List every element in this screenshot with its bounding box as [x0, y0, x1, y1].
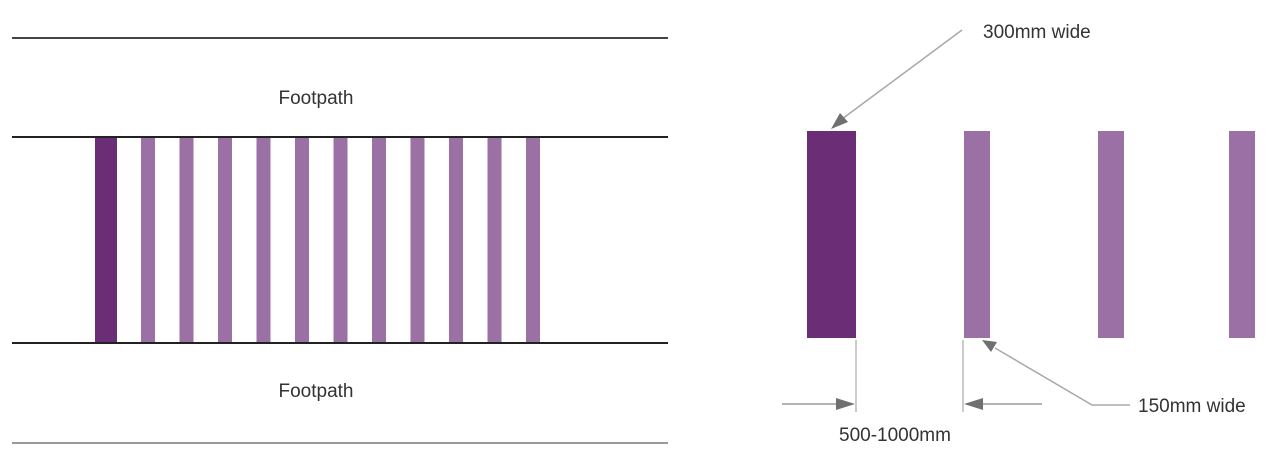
narrow-stripe-10 — [449, 138, 463, 342]
dimension-arrowhead-right — [964, 398, 983, 410]
footpath-bottom-label: Footpath — [279, 381, 354, 402]
footpath-top-label: Footpath — [279, 88, 354, 109]
wide-leader-arrowhead — [831, 113, 848, 129]
narrow-stripe-3 — [1098, 131, 1124, 338]
narrow-stripe-3 — [179, 138, 194, 342]
right-stripe-group — [807, 131, 1255, 338]
dimension-arrowhead-left — [836, 398, 855, 410]
narrow-leader-arrowhead — [982, 340, 997, 352]
wide-stripe-1 — [95, 138, 117, 342]
road-plan: Footpath Footpath — [12, 37, 668, 444]
narrow-stripe-4 — [218, 138, 232, 342]
narrow-stripe-12 — [526, 138, 540, 342]
narrow-stripe-2 — [141, 138, 155, 342]
narrow-stripe-5 — [256, 138, 271, 342]
narrow-stripe-label: 150mm wide — [1138, 396, 1246, 417]
narrow-stripe-6 — [295, 138, 309, 342]
narrow-stripe-2 — [964, 131, 990, 338]
wide-stripe-label: 300mm wide — [983, 22, 1091, 43]
stripe-detail: 300mm wide 150mm wide 500-1000mm — [782, 22, 1255, 446]
narrow-stripe-8 — [372, 138, 386, 342]
narrow-leader-line — [994, 347, 1130, 406]
narrow-stripe-4 — [1229, 131, 1255, 338]
wide-stripe-1 — [807, 131, 856, 338]
narrow-stripe-9 — [410, 138, 425, 342]
spacing-dimension-label: 500-1000mm — [839, 425, 951, 446]
narrow-stripe-7 — [333, 138, 348, 342]
left-stripe-group — [95, 138, 540, 342]
narrow-stripe-11 — [487, 138, 502, 342]
wide-leader-line — [841, 29, 963, 120]
